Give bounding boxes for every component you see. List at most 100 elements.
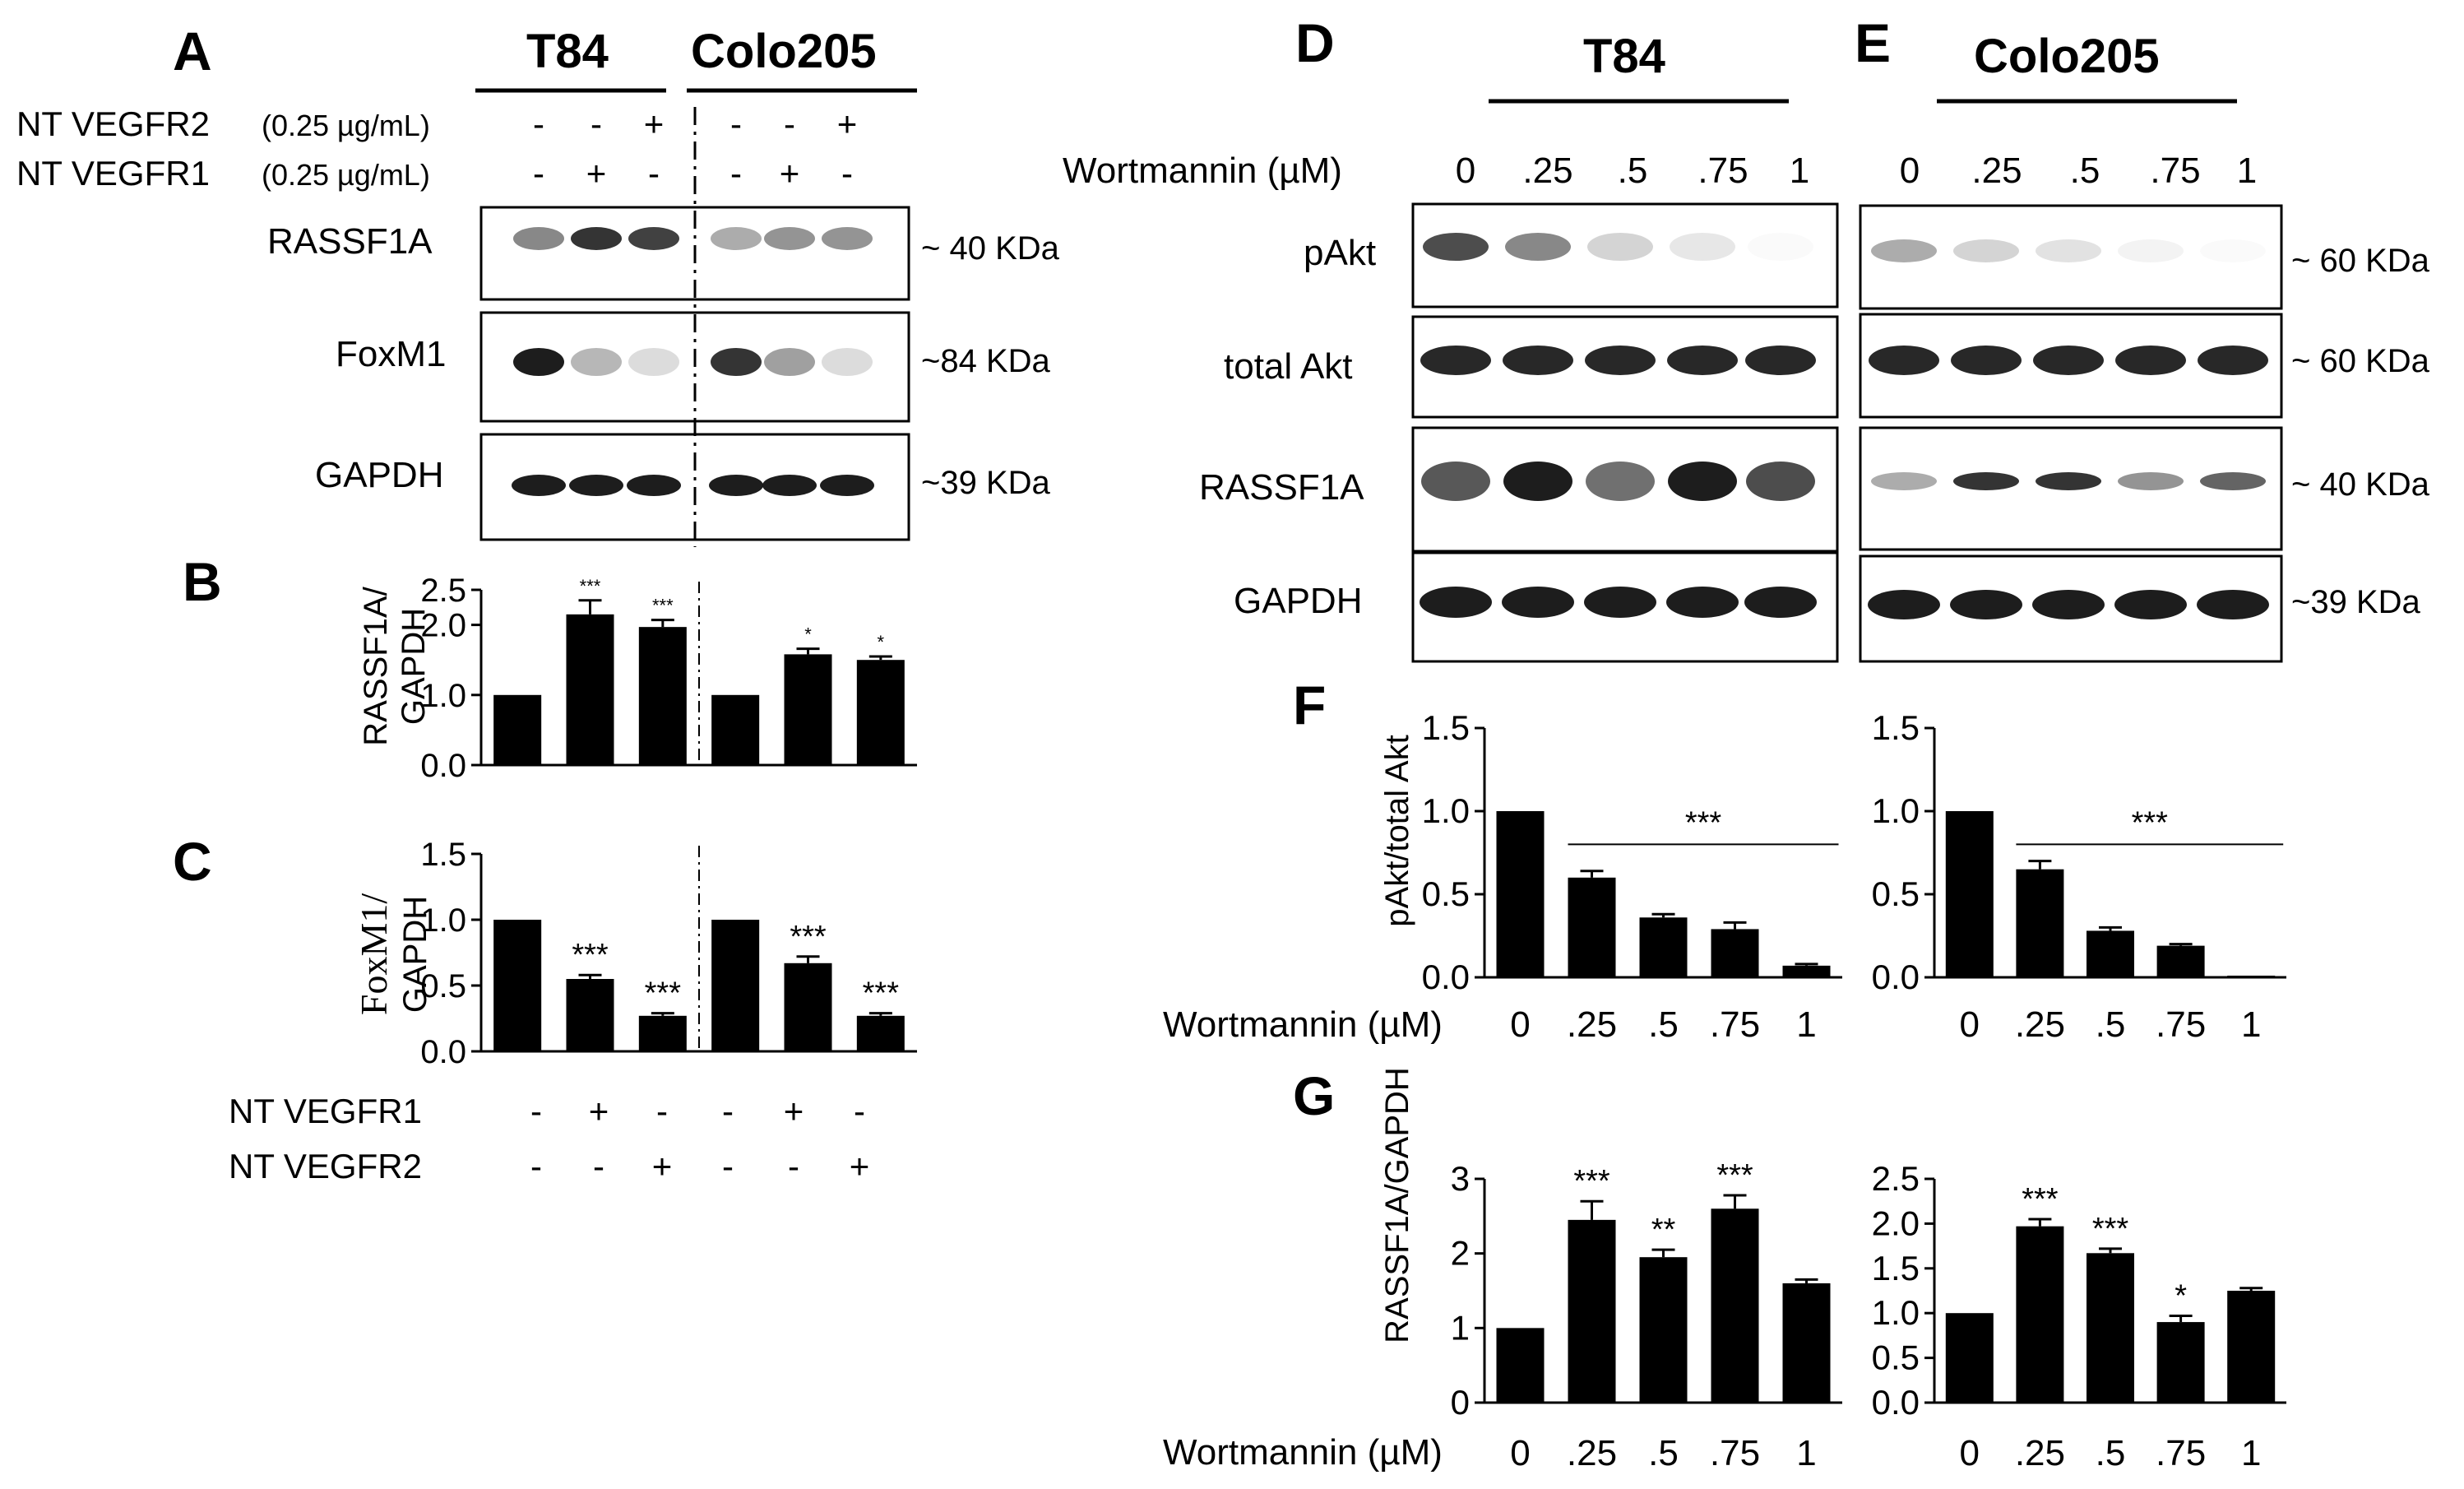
band-pakt-e-2 (1953, 239, 2019, 262)
blot-label-rassf1a: RASSF1A (267, 221, 433, 262)
chart-g2-bar-5 (2227, 1291, 2276, 1403)
panel-letter-d: D (1295, 12, 1335, 73)
chart-b-ytick-4: 2.5 (420, 573, 466, 609)
chart-c-annotation-6: *** (863, 976, 900, 1011)
band-pakt-d-4 (1670, 233, 1735, 261)
condition-label-c-vegfr2: NT VEGFR2 (229, 1147, 422, 1185)
chart-g1-ytick-4: 3 (1451, 1159, 1470, 1198)
chart-c-annotation-2: *** (572, 938, 609, 972)
dose-e-1: 0 (1900, 151, 1920, 191)
chart-g2-ytick-5: 2.0 (1872, 1204, 1920, 1242)
chart-b-bar-4 (711, 694, 760, 765)
chart-f2-bar-1 (1945, 811, 1994, 977)
condition-label-vegfr2: NT VEGFR2 (16, 104, 210, 143)
band-rassf1a-d-3 (1586, 462, 1655, 501)
chart-g1-ylabel: RASSF1A/GAPDH (1379, 1067, 1415, 1343)
band-totalakt-d-5 (1745, 346, 1816, 375)
sign-c-vegfr1-1: - (530, 1092, 542, 1130)
panel-e: E Colo205 0 .25 .5 .75 1 ~ 60 KDa ~ 60 KDa ~… (1855, 12, 2430, 663)
sign-vegfr1-6: - (841, 154, 853, 193)
sign-c-vegfr1-4: - (722, 1092, 734, 1130)
chart-g2-bar-4 (2156, 1322, 2205, 1403)
chart-f1-ytick-4: 1.5 (1422, 708, 1470, 747)
chart-g2-annotation-3: *** (2092, 1212, 2129, 1246)
band-pakt-e-3 (2036, 239, 2101, 262)
band-pakt-e-5 (2200, 239, 2266, 262)
chart-f1-bar-5 (1782, 965, 1831, 977)
band-gapdh-e-4 (2114, 590, 2187, 619)
chart-f1-ytick-3: 1.0 (1422, 791, 1470, 830)
chart-b-bar-2 (566, 614, 614, 765)
chart-b-bar-1 (493, 694, 542, 765)
chart-c: 0.0 0.5 1.0 1.5 *** *** *** *** (420, 837, 917, 1070)
panel-letter-g: G (1293, 1065, 1335, 1126)
chart-g1-annotation-2: *** (1573, 1164, 1610, 1199)
band-totalakt-e-5 (2198, 346, 2268, 375)
chart-b-bar-3 (638, 627, 687, 765)
band-pakt-e-4 (2118, 239, 2184, 262)
chart-b: 0.01.02.02.5 ******* * (420, 573, 917, 784)
chart-c-ytick-1: 0.0 (420, 1034, 466, 1070)
dose-d-5: 1 (1790, 151, 1809, 191)
band-gapdh-e-5 (2197, 590, 2269, 619)
chart-c-ytick-4: 1.5 (420, 837, 466, 873)
band-gapdh-d-3 (1584, 587, 1656, 618)
blot-label-foxm1: FoxM1 (336, 334, 446, 374)
chart-g2-xtick-1: 0 (1960, 1433, 1980, 1473)
chart-g2-annotation-4: * (2175, 1278, 2187, 1313)
chart-f2-xtick-4: .75 (2156, 1004, 2206, 1045)
kda-label-gapdh-a: ~39 KDa (921, 465, 1051, 501)
sign-vegfr2-2: - (591, 104, 602, 143)
chart-f2-ytick-3: 1.0 (1872, 791, 1920, 830)
chart-c-bar-2 (566, 979, 614, 1051)
band-rassf1a-a-2 (571, 227, 622, 250)
band-rassf1a-a-4 (711, 227, 762, 250)
chart-b-bar-5 (784, 654, 832, 765)
band-gapdh-a-1 (512, 475, 566, 496)
dose-d-4: .75 (1697, 151, 1748, 191)
dose-d-2: .25 (1522, 151, 1572, 191)
band-pakt-e-1 (1871, 239, 1937, 262)
group-label-colo205: Colo205 (691, 25, 877, 78)
chart-g1-xtick-1: 0 (1510, 1433, 1530, 1473)
chart-f1-xtick-1: 0 (1510, 1004, 1530, 1045)
panel-letter-f: F (1293, 675, 1326, 735)
band-gapdh-d-4 (1666, 587, 1739, 618)
sign-c-vegfr1-2: + (589, 1092, 609, 1130)
chart-g1-bar-4 (1711, 1208, 1759, 1403)
chart-g2-ytick-2: 0.5 (1872, 1338, 1920, 1377)
chart-b-bar-6 (856, 660, 905, 765)
panel-letter-c: C (173, 831, 212, 892)
chart-g2-ytick-3: 1.0 (1872, 1293, 1920, 1332)
kda-label-rassf1a-e: ~ 40 KDa (2291, 466, 2430, 503)
panel-e-bands (1868, 239, 2269, 619)
dose-d-1: 0 (1456, 151, 1475, 191)
chart-f1-xtick-2: .25 (1567, 1004, 1617, 1045)
chart-c-ylabel-line2: GAPDH (397, 896, 433, 1013)
panel-a: A T84 Colo205 NT VEGFR2 (0.25 µg/mL) NT … (16, 21, 1060, 547)
sign-vegfr1-2: + (586, 154, 607, 193)
chart-g2-xtick-3: .5 (2096, 1433, 2126, 1473)
sign-vegfr2-4: - (730, 104, 742, 143)
panel-a-signs: - - + - - +- + - - + - (533, 104, 857, 193)
band-gapdh-a-6 (820, 475, 874, 496)
blot-pakt-d (1411, 202, 1839, 308)
sign-vegfr2-5: - (784, 104, 795, 143)
band-totalakt-d-4 (1667, 346, 1738, 375)
chart-c-bar-1 (493, 920, 542, 1051)
band-rassf1a-d-5 (1746, 462, 1815, 501)
kda-label-foxm1-a: ~84 KDa (921, 343, 1051, 379)
chart-g1-bar-2 (1568, 1219, 1616, 1403)
chart-f2: 0.0 0.5 1.0 1.5 0 .25 .5 .75 1 *** (1872, 708, 2286, 1045)
chart-f1: 0.0 0.5 1.0 1.5 0 .25 .5 .75 1 *** (1422, 708, 1842, 1045)
sign-vegfr1-5: + (780, 154, 800, 193)
band-gapdh-e-2 (1950, 590, 2022, 619)
kda-label-pakt-e: ~ 60 KDa (2291, 243, 2430, 279)
blot-label-gapdh: GAPDH (315, 455, 443, 495)
chart-f1-xtick-3: .5 (1648, 1004, 1679, 1045)
chart-b-ylabel: RASSF1A/GAPDH (358, 586, 432, 745)
chart-c-bar-4 (711, 920, 760, 1051)
group-label-d-t84: T84 (1583, 30, 1665, 83)
panel-a-bands (512, 227, 874, 496)
sign-vegfr1-1: - (533, 154, 544, 193)
